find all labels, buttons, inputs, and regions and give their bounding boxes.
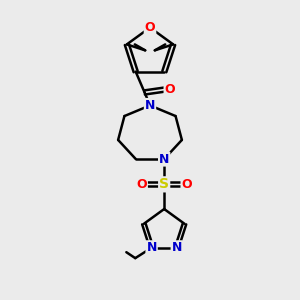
- Text: O: O: [145, 21, 155, 34]
- Text: N: N: [159, 153, 169, 166]
- Text: N: N: [145, 99, 155, 112]
- Text: O: O: [182, 178, 192, 191]
- Text: N: N: [146, 241, 157, 254]
- Text: N: N: [172, 241, 182, 254]
- Text: O: O: [164, 83, 175, 96]
- Text: O: O: [136, 178, 147, 191]
- Text: S: S: [159, 177, 169, 191]
